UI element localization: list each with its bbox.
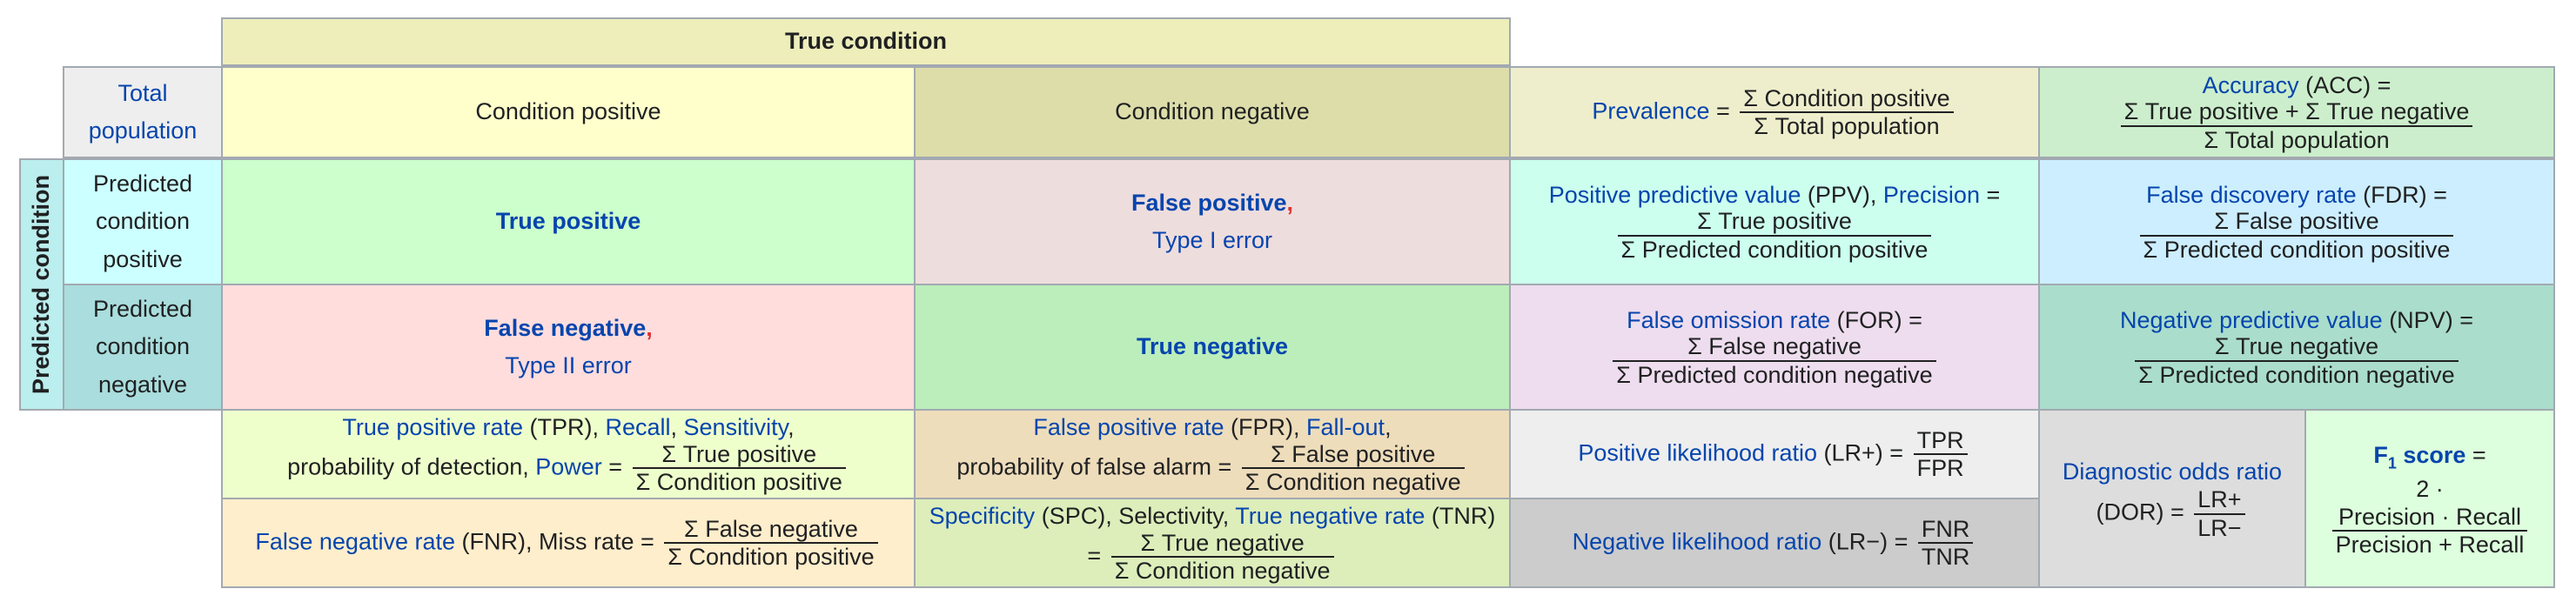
false-positive-link[interactable]: False positive [1130, 189, 1287, 216]
type-ii-error-link[interactable]: Type II error [505, 352, 632, 378]
true-negative-cell[interactable]: True negative [914, 284, 1511, 411]
total-population-cell[interactable]: Total population [63, 66, 223, 158]
tnr-cell: Specificity (SPC), Selectivity, True neg… [914, 498, 1511, 588]
dor-fraction: LR+ LR− [2194, 487, 2245, 540]
dor-cell: Diagnostic odds ratio (DOR) = LR+ LR− [2038, 409, 2306, 588]
f1-fraction: Precision · Recall Precision + Recall [2331, 504, 2528, 558]
accuracy-cell: Accuracy (ACC) = Σ True positive + Σ Tru… [2038, 66, 2555, 158]
npv-fraction: Σ True negative Σ Predicted condition neg… [2135, 334, 2459, 387]
f1-score-cell: F1 score = 2 · Precision · Recall Precisi… [2304, 409, 2555, 588]
tpr-cell: True positive rate (TPR), Recall, Sensit… [221, 409, 916, 499]
sensitivity-link[interactable]: Sensitivity [683, 414, 788, 441]
dor-link[interactable]: Diagnostic odds ratio [2062, 458, 2283, 485]
predicted-condition-positive-cell: Predicted condition positive [63, 158, 223, 285]
type-i-error-link[interactable]: Type I error [1151, 227, 1273, 253]
tpr-fraction: Σ True positive Σ Condition positive [632, 442, 846, 495]
npv-cell: Negative predictive value (NPV) = Σ True… [2038, 284, 2555, 411]
condition-negative-cell: Condition negative [914, 66, 1511, 158]
fallout-link[interactable]: Fall-out [1306, 414, 1385, 441]
tpr-link[interactable]: True positive rate [342, 414, 523, 441]
fnr-cell: False negative rate (FNR), Miss rate = Σ… [221, 498, 916, 588]
lr-neg-cell: Negative likelihood ratio (LR−) = FNR TNR [1509, 498, 2040, 588]
predicted-condition-header: Predicted condition [19, 158, 64, 411]
power-link[interactable]: Power [535, 453, 602, 480]
false-negative-cell: False negative, Type II error [221, 284, 916, 411]
ppv-cell: Positive predictive value (PPV), Precisi… [1509, 158, 2040, 285]
fdr-cell: False discovery rate (FDR) = Σ False pos… [2038, 158, 2555, 285]
npv-link[interactable]: Negative predictive value [2120, 307, 2383, 334]
tnr-fraction: Σ True negative Σ Condition negative [1110, 531, 1334, 584]
fpr-fraction: Σ False positive Σ Condition negative [1241, 442, 1465, 495]
for-link[interactable]: False omission rate [1627, 307, 1831, 334]
lr-pos-cell: Positive likelihood ratio (LR+) = TPR FPR [1509, 409, 2040, 499]
for-cell: False omission rate (FOR) = Σ False nega… [1509, 284, 2040, 411]
prevalence-fraction: Σ Condition positive Σ Total population [1740, 85, 1954, 139]
precision-link[interactable]: Precision [1882, 182, 1980, 209]
predicted-condition-negative-cell: Predicted condition negative [63, 284, 223, 411]
false-negative-link[interactable]: False negative [484, 314, 647, 341]
false-positive-cell: False positive, Type I error [914, 158, 1511, 285]
lr-pos-link[interactable]: Positive likelihood ratio [1578, 439, 1818, 466]
lr-neg-link[interactable]: Negative likelihood ratio [1572, 528, 1822, 555]
ppv-link[interactable]: Positive predictive value [1548, 182, 1801, 209]
fpr-link[interactable]: False positive rate [1033, 414, 1224, 441]
recall-link[interactable]: Recall [605, 414, 671, 441]
fdr-link[interactable]: False discovery rate [2146, 182, 2357, 209]
fdr-fraction: Σ False positive Σ Predicted condition po… [2139, 209, 2454, 262]
ppv-fraction: Σ True positive Σ Predicted condition pos… [1617, 209, 1932, 262]
true-positive-cell[interactable]: True positive [221, 158, 916, 285]
lr-neg-fraction: FNR TNR [1917, 516, 1974, 570]
fnr-fraction: Σ False negative Σ Condition positive [664, 516, 878, 570]
tnr-link[interactable]: True negative rate [1235, 503, 1426, 530]
accuracy-fraction: Σ True positive + Σ True negative Σ Total… [2120, 99, 2473, 152]
specificity-link[interactable]: Specificity [929, 503, 1036, 530]
condition-positive-cell: Condition positive [221, 66, 916, 158]
fnr-link[interactable]: False negative rate [255, 528, 456, 555]
lr-pos-fraction: TPR FPR [1913, 427, 1968, 481]
f1-score-link[interactable]: F1 score [2373, 441, 2466, 472]
prevalence-link[interactable]: Prevalence [1592, 97, 1710, 124]
fpr-cell: False positive rate (FPR), Fall-out, pro… [914, 409, 1511, 499]
true-condition-header: True condition [221, 17, 1511, 66]
accuracy-link[interactable]: Accuracy [2202, 72, 2299, 99]
prevalence-cell: Prevalence = Σ Condition positive Σ Total… [1509, 66, 2040, 158]
for-fraction: Σ False negative Σ Predicted condition ne… [1613, 334, 1936, 387]
